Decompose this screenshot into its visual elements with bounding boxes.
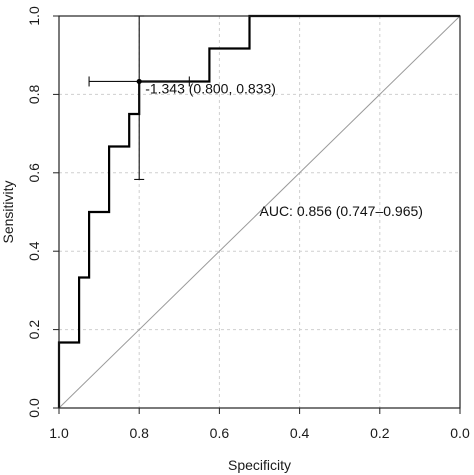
x-tick-label-2: 0.6 <box>210 425 230 441</box>
y-tick-label-5: 1.0 <box>26 6 42 26</box>
reference-diagonal <box>58 15 461 409</box>
threshold-label: -1.343 (0.800, 0.833) <box>145 80 276 96</box>
ci-crosshair <box>88 15 190 181</box>
x-axis: 1.0 0.8 0.6 0.4 0.2 0.0 <box>49 408 470 441</box>
y-tick-label-1: 0.2 <box>26 320 42 340</box>
threshold-point-marker <box>136 78 142 85</box>
y-axis-title: Sensitivity <box>0 180 16 243</box>
roc-curve <box>57 14 460 408</box>
x-tick-label-5: 0.0 <box>450 425 470 441</box>
y-tick-label-3: 0.6 <box>26 163 42 183</box>
y-tick-label-4: 0.8 <box>26 84 42 104</box>
x-tick-label-0: 1.0 <box>49 425 69 441</box>
auc-annotation: AUC: 0.856 (0.747–0.965) <box>260 203 423 219</box>
y-tick-label-2: 0.4 <box>26 241 42 261</box>
grid-lines <box>59 16 460 408</box>
y-tick-label-0: 0.0 <box>26 398 42 418</box>
y-axis: 0.0 0.2 0.4 0.6 0.8 1.0 <box>26 6 59 418</box>
x-tick-label-1: 0.8 <box>129 425 149 441</box>
x-tick-label-4: 0.2 <box>370 425 390 441</box>
x-tick-label-3: 0.4 <box>290 425 310 441</box>
plot-frame <box>58 15 461 409</box>
x-axis-title: Specificity <box>228 457 291 473</box>
